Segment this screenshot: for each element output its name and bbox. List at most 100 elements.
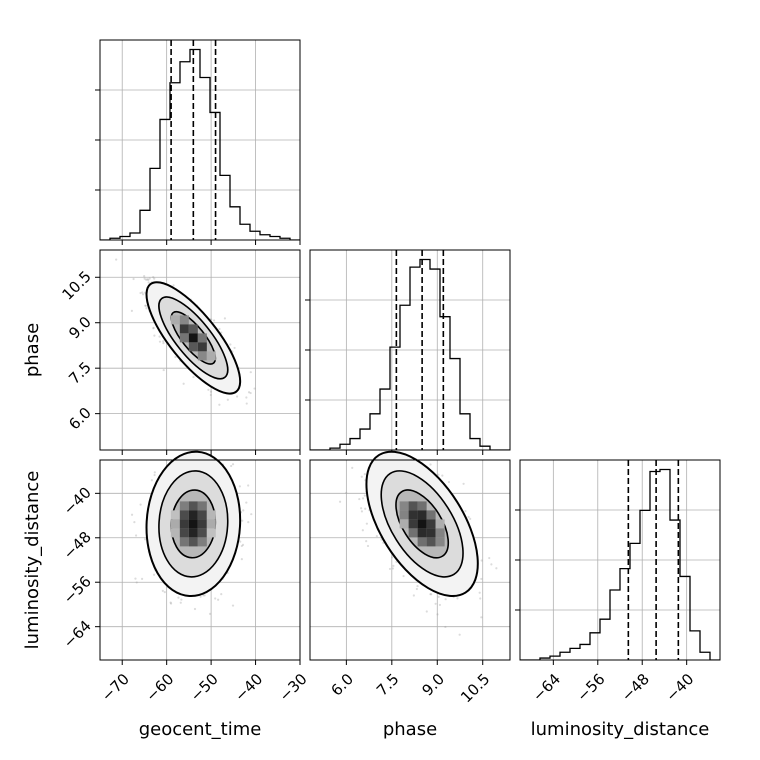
- sample-point: [153, 334, 156, 337]
- sample-point: [135, 581, 138, 584]
- sample-point: [195, 447, 197, 449]
- histogram-bin: [560, 652, 570, 660]
- x-tick-label: −70: [98, 670, 133, 705]
- histogram-bin: [570, 648, 580, 660]
- sample-point: [182, 382, 185, 385]
- histogram-bin: [250, 231, 260, 240]
- sample-point: [414, 452, 416, 454]
- density-cell: [417, 510, 427, 520]
- sample-point: [437, 473, 440, 476]
- sample-point: [218, 456, 220, 458]
- panel-frame: [99, 249, 301, 451]
- histogram-step: [520, 468, 720, 660]
- sample-point: [377, 434, 379, 436]
- sample-point: [172, 284, 175, 287]
- sample-point: [147, 281, 150, 284]
- sample-point: [226, 398, 229, 401]
- sample-point: [469, 517, 472, 521]
- sample-point: [169, 602, 173, 605]
- sample-point: [132, 277, 135, 281]
- sample-point: [416, 584, 419, 588]
- sample-point: [467, 515, 470, 519]
- sample-point: [158, 340, 162, 343]
- sample-point: [437, 595, 440, 599]
- sample-point: [261, 453, 263, 455]
- sample-point: [364, 507, 367, 510]
- histogram-bin: [240, 224, 250, 240]
- y-tick-label: −40: [60, 483, 95, 518]
- sample-point: [447, 480, 451, 484]
- density-cell: [435, 537, 445, 547]
- sample-point: [480, 616, 483, 619]
- density-cell: [417, 519, 427, 529]
- sample-point: [143, 274, 146, 278]
- x-tick-label: 6.0: [328, 670, 358, 700]
- sample-point: [429, 593, 432, 596]
- sample-point: [153, 277, 156, 280]
- sample-point: [240, 544, 243, 548]
- density-cell: [188, 510, 198, 520]
- sample-point: [144, 304, 147, 307]
- histogram-bin: [590, 633, 600, 660]
- sample-point: [480, 577, 483, 581]
- sample-point: [208, 612, 212, 616]
- histogram-bin: [580, 644, 590, 660]
- sample-point: [361, 529, 364, 532]
- sample-point: [147, 278, 150, 282]
- density-cell: [206, 519, 216, 529]
- sample-point: [133, 521, 136, 524]
- sample-point: [152, 573, 156, 576]
- density-cell: [179, 519, 189, 529]
- sample-point: [363, 472, 366, 476]
- sample-point: [412, 594, 415, 597]
- histogram-bin: [660, 470, 670, 660]
- density-cell: [426, 537, 436, 547]
- density-cell: [179, 315, 189, 325]
- histogram-bin: [370, 414, 380, 450]
- x-tick-label: −60: [142, 670, 177, 705]
- histogram-bin: [380, 389, 390, 450]
- sample-point: [235, 395, 239, 398]
- sample-point: [205, 440, 207, 442]
- sample-point: [171, 444, 173, 446]
- sample-point: [162, 340, 165, 343]
- density-cell: [197, 333, 207, 343]
- sample-point: [365, 540, 368, 543]
- histogram-bin: [160, 119, 170, 240]
- panel-luminosity_distance-vs-luminosity_distance: [515, 459, 721, 665]
- density-cell: [197, 519, 207, 529]
- sample-point: [134, 534, 138, 537]
- histogram-bin: [150, 168, 160, 240]
- density-cell: [179, 501, 189, 511]
- sample-point: [152, 326, 155, 329]
- histogram-bin: [400, 305, 410, 450]
- density-cell: [399, 519, 409, 529]
- sample-point: [388, 567, 392, 571]
- sample-point: [223, 317, 227, 320]
- sample-point: [240, 558, 243, 561]
- sample-point: [441, 474, 444, 477]
- density-cell: [435, 519, 445, 529]
- sample-point: [456, 597, 459, 600]
- histogram-bin: [640, 510, 650, 660]
- x-tick-label: −48: [618, 670, 653, 705]
- sample-point: [242, 509, 245, 512]
- sample-point: [139, 291, 142, 295]
- sample-point: [366, 544, 370, 548]
- histogram-bin: [200, 77, 210, 240]
- histogram-bin: [680, 576, 690, 660]
- density-cell: [188, 342, 198, 352]
- histogram-bin: [430, 269, 440, 450]
- density-cell: [408, 510, 418, 520]
- sample-point: [218, 435, 220, 437]
- histogram-step: [100, 48, 300, 240]
- sample-point: [162, 368, 165, 372]
- sample-point: [425, 610, 428, 613]
- sample-point: [364, 454, 366, 456]
- sample-point: [434, 602, 437, 605]
- panel-frame: [309, 459, 511, 661]
- density-cell: [170, 519, 180, 529]
- density-cell: [426, 510, 436, 520]
- y-tick-label: 10.5: [58, 267, 94, 303]
- sample-point: [148, 277, 151, 280]
